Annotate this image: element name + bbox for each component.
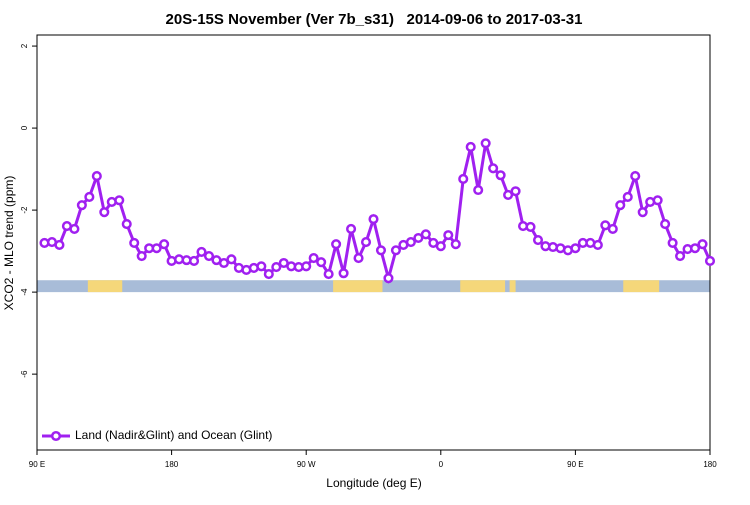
data-point — [704, 255, 716, 267]
land-mask — [623, 280, 660, 293]
y-tick-label: -2 — [20, 206, 29, 214]
data-point — [159, 239, 170, 250]
land-mask — [87, 280, 123, 293]
data-point — [368, 214, 379, 225]
data-point — [592, 239, 603, 251]
data-point — [525, 221, 536, 232]
data-point — [346, 223, 357, 235]
x-tick-label: 90 W — [297, 460, 316, 469]
plot-frame — [36, 34, 711, 451]
data-point — [54, 239, 65, 251]
data-point — [151, 243, 162, 254]
y-tick-label: 2 — [20, 43, 29, 48]
data-point — [622, 191, 633, 203]
legend-marker — [50, 430, 62, 442]
data-point — [375, 245, 387, 256]
y-tick-label: -4 — [20, 288, 29, 296]
data-point — [607, 223, 618, 235]
y-axis-label: XCO2 - MLO trend (ppm) — [2, 176, 16, 311]
data-point — [203, 250, 215, 262]
data-point — [420, 229, 431, 240]
chart-title: 20S-15S November (Ver 7b_s31) 2014-09-06… — [166, 11, 583, 28]
data-point — [510, 186, 521, 197]
data-point — [405, 237, 416, 248]
data-point — [114, 195, 125, 206]
data-point — [697, 239, 708, 250]
data-point — [450, 239, 461, 250]
data-point — [675, 250, 686, 262]
data-point — [271, 262, 282, 273]
legend-label: Land (Nadir&Glint) and Ocean (Glint) — [75, 428, 272, 442]
x-tick-label: 90 E — [567, 460, 583, 469]
data-point — [615, 200, 626, 211]
data-point — [570, 243, 581, 254]
data-point — [76, 200, 87, 211]
data-point — [316, 257, 327, 268]
data-point — [600, 220, 611, 231]
data-point — [91, 171, 102, 182]
data-point — [188, 255, 200, 267]
data-point — [84, 191, 95, 203]
x-tick-label: 0 — [439, 460, 444, 469]
data-point — [331, 239, 342, 250]
data-point — [383, 273, 394, 284]
data-point — [218, 257, 229, 269]
data-point — [689, 243, 701, 254]
x-axis-label: Longitude (deg E) — [326, 476, 421, 490]
x-tick-label: 180 — [165, 460, 179, 469]
data-point — [196, 246, 207, 257]
data-point — [495, 170, 506, 181]
data-point — [667, 237, 678, 248]
data-point — [129, 237, 140, 248]
data-point — [69, 223, 80, 235]
data-point — [136, 250, 147, 262]
x-tick-label: 180 — [703, 460, 717, 469]
y-tick-label: -6 — [20, 370, 29, 378]
land-mask — [333, 280, 383, 293]
data-point — [121, 218, 132, 230]
data-point — [488, 163, 499, 174]
land-mask — [509, 280, 516, 293]
data-point — [323, 269, 334, 280]
data-point — [338, 268, 349, 279]
data-point — [435, 241, 446, 252]
data-point — [413, 232, 424, 244]
data-point — [443, 230, 454, 241]
data-point — [630, 171, 641, 182]
data-point — [99, 207, 110, 218]
data-point — [637, 207, 648, 218]
data-point — [503, 189, 514, 200]
data-point — [465, 141, 476, 153]
data-point — [532, 234, 544, 246]
x-tick-label: 90 E — [29, 460, 45, 469]
data-point — [263, 269, 274, 280]
data-point — [660, 218, 671, 230]
y-tick-label: 0 — [20, 125, 29, 130]
data-point — [353, 253, 364, 264]
data-point — [652, 195, 663, 206]
land-mask — [460, 280, 506, 293]
data-point — [473, 184, 484, 196]
data-point — [308, 253, 319, 264]
data-point — [256, 261, 267, 272]
data-point — [480, 138, 491, 149]
data-point — [390, 245, 401, 256]
data-point — [458, 173, 469, 184]
data-point — [226, 254, 237, 265]
data-point — [360, 237, 372, 248]
data-point — [301, 261, 312, 272]
